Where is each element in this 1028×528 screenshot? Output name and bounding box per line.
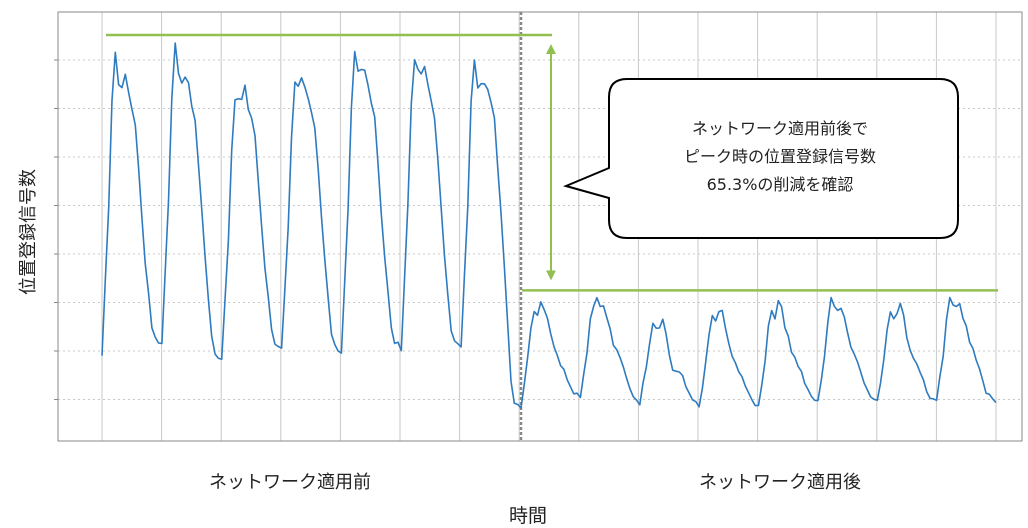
y-axis-ticks (54, 59, 58, 400)
period-label-before: ネットワーク適用前 (209, 472, 371, 493)
annotation-line-2: ピーク時の位置登録信号数 (684, 147, 876, 166)
series-line (101, 42, 997, 409)
x-axis-label: 時間 (509, 505, 547, 527)
y-axis-label: 位置登録信号数 (18, 169, 39, 295)
period-label-after: ネットワーク適用後 (699, 472, 861, 493)
annotation-line-1: ネットワーク適用前後で (692, 119, 868, 138)
annotation-callout (562, 78, 959, 239)
annotation-line-3: 65.3%の削減を確認 (707, 175, 854, 194)
plot-frame (57, 11, 1023, 442)
